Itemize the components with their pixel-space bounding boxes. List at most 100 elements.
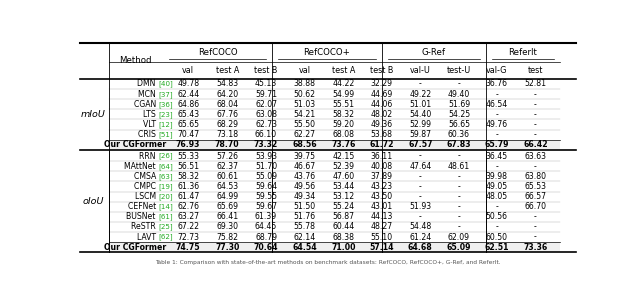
Text: 54.25: 54.25 [448, 110, 470, 119]
Text: RRN: RRN [140, 152, 158, 161]
Text: 49.76: 49.76 [486, 120, 508, 129]
Text: -: - [495, 162, 498, 171]
Text: [51]: [51] [158, 131, 173, 138]
Text: Our CGFormer: Our CGFormer [104, 243, 166, 252]
Text: 62.76: 62.76 [177, 202, 199, 211]
Text: 37.89: 37.89 [371, 172, 392, 181]
Text: 38.88: 38.88 [294, 80, 316, 89]
Text: 54.48: 54.48 [409, 222, 431, 231]
Text: 61.47: 61.47 [177, 192, 199, 201]
Text: ReSTR: ReSTR [131, 222, 158, 231]
Text: 50.56: 50.56 [486, 212, 508, 221]
Text: 68.79: 68.79 [255, 233, 277, 242]
Text: CMSA: CMSA [134, 172, 158, 181]
Text: -: - [458, 172, 460, 181]
Text: 59.64: 59.64 [255, 182, 277, 191]
Text: CGAN: CGAN [134, 100, 158, 109]
Text: val-G: val-G [486, 66, 508, 75]
Text: [36]: [36] [158, 101, 173, 108]
Text: 62.14: 62.14 [294, 233, 316, 242]
Text: 51.03: 51.03 [294, 100, 316, 109]
Text: [62]: [62] [158, 234, 173, 240]
Text: 62.07: 62.07 [255, 100, 277, 109]
Text: 49.40: 49.40 [448, 90, 470, 99]
Text: 64.86: 64.86 [177, 100, 199, 109]
Text: 48.27: 48.27 [371, 222, 392, 231]
Text: 68.29: 68.29 [216, 120, 238, 129]
Text: 56.87: 56.87 [332, 212, 355, 221]
Text: 55.50: 55.50 [294, 120, 316, 129]
Text: test: test [527, 66, 543, 75]
Text: [40]: [40] [158, 81, 173, 87]
Text: 61.72: 61.72 [369, 140, 394, 149]
Text: 73.76: 73.76 [331, 140, 356, 149]
Text: -: - [495, 130, 498, 139]
Text: [64]: [64] [158, 163, 173, 170]
Text: 46.67: 46.67 [294, 162, 316, 171]
Text: 49.22: 49.22 [409, 90, 431, 99]
Text: -: - [419, 80, 422, 89]
Text: 53.44: 53.44 [332, 182, 355, 191]
Text: 47.64: 47.64 [409, 162, 431, 171]
Text: CMPC: CMPC [134, 182, 158, 191]
Text: 48.02: 48.02 [371, 110, 392, 119]
Text: -: - [495, 110, 498, 119]
Text: -: - [419, 182, 422, 191]
Text: val-U: val-U [410, 66, 431, 75]
Text: 51.50: 51.50 [294, 202, 316, 211]
Text: -: - [534, 100, 537, 109]
Text: 43.50: 43.50 [371, 192, 392, 201]
Text: 68.08: 68.08 [332, 130, 355, 139]
Text: 64.99: 64.99 [216, 192, 238, 201]
Text: -: - [534, 212, 537, 221]
Text: LSCM: LSCM [135, 192, 158, 201]
Text: test B: test B [254, 66, 278, 75]
Text: -: - [495, 202, 498, 211]
Text: 62.09: 62.09 [448, 233, 470, 242]
Text: 73.32: 73.32 [254, 140, 278, 149]
Text: 55.24: 55.24 [332, 202, 355, 211]
Text: 48.05: 48.05 [486, 192, 508, 201]
Text: Method: Method [119, 56, 152, 65]
Text: 49.56: 49.56 [294, 182, 316, 191]
Text: -: - [458, 182, 460, 191]
Text: 52.81: 52.81 [524, 80, 547, 89]
Text: 65.43: 65.43 [177, 110, 199, 119]
Bar [109, 242, 560, 252]
Text: 64.53: 64.53 [216, 182, 238, 191]
Text: 66.42: 66.42 [523, 140, 548, 149]
Text: 47.60: 47.60 [332, 172, 355, 181]
Text: 62.73: 62.73 [255, 120, 277, 129]
Text: 49.78: 49.78 [177, 80, 199, 89]
Text: 49.05: 49.05 [486, 182, 508, 191]
Text: 44.06: 44.06 [371, 100, 393, 109]
Text: 65.79: 65.79 [484, 140, 509, 149]
Text: 51.76: 51.76 [294, 212, 316, 221]
Text: 36.45: 36.45 [486, 152, 508, 161]
Text: 57.14: 57.14 [369, 243, 394, 252]
Text: RefCOCO+: RefCOCO+ [303, 48, 351, 57]
Text: 66.57: 66.57 [524, 192, 547, 201]
Text: DMN: DMN [138, 80, 158, 89]
Text: test-U: test-U [447, 66, 471, 75]
Text: 43.23: 43.23 [371, 182, 392, 191]
Text: 54.83: 54.83 [216, 80, 238, 89]
Text: 57.26: 57.26 [216, 152, 238, 161]
Text: -: - [458, 212, 460, 221]
Text: [20]: [20] [158, 193, 173, 200]
Text: 70.47: 70.47 [177, 130, 199, 139]
Text: 61.36: 61.36 [177, 182, 199, 191]
Text: 65.53: 65.53 [524, 182, 547, 191]
Text: [61]: [61] [158, 213, 173, 220]
Text: 55.51: 55.51 [332, 100, 355, 109]
Text: 39.98: 39.98 [486, 172, 508, 181]
Text: -: - [458, 222, 460, 231]
Text: -: - [419, 212, 422, 221]
Text: test B: test B [370, 66, 393, 75]
Text: 48.61: 48.61 [448, 162, 470, 171]
Text: 51.70: 51.70 [255, 162, 277, 171]
Text: 78.70: 78.70 [215, 140, 239, 149]
Text: 60.44: 60.44 [332, 222, 355, 231]
Text: -: - [534, 222, 537, 231]
Text: -: - [495, 222, 498, 231]
